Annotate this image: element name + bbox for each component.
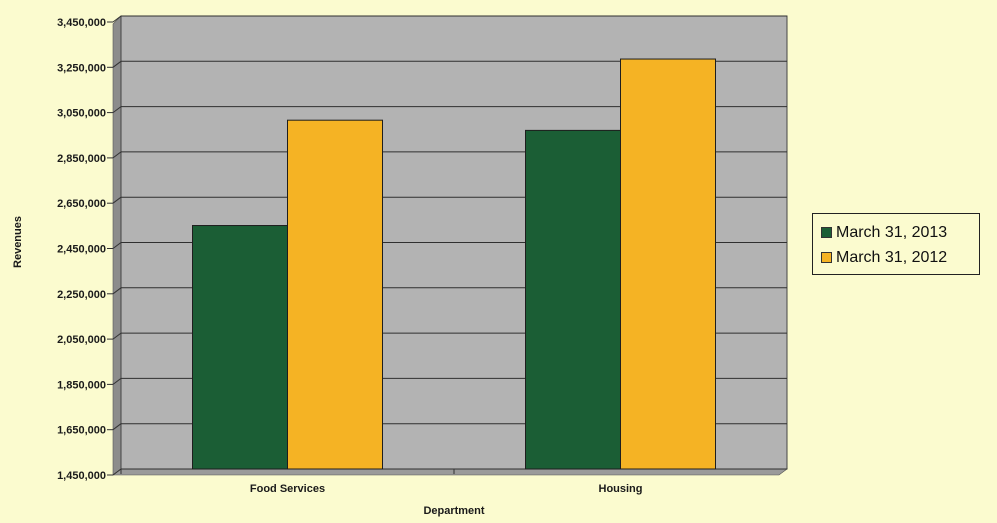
gridline-side bbox=[112, 15, 122, 23]
y-tick-label: 3,050,000 bbox=[57, 108, 106, 120]
gridline-side bbox=[112, 60, 122, 68]
y-tick-label: 3,250,000 bbox=[57, 62, 106, 74]
legend-swatch-series-2 bbox=[821, 252, 832, 263]
bar-food-services-series-2 bbox=[287, 119, 383, 470]
legend-label-series-2: March 31, 2012 bbox=[836, 248, 948, 266]
y-tick-label: 1,650,000 bbox=[57, 425, 106, 437]
gridline-side bbox=[112, 106, 122, 113]
legend-swatch-series-1 bbox=[821, 227, 832, 238]
legend-label-series-1: March 31, 2013 bbox=[836, 223, 948, 241]
gridline-side bbox=[112, 423, 122, 431]
y-tick-label: 1,850,000 bbox=[57, 379, 106, 391]
plot-area: 1,450,000 1,650,000 1,850,000 2,050,000 2,25… bbox=[57, 15, 788, 495]
chart-legend: March 31, 2013 March 31, 2012 bbox=[812, 213, 980, 275]
y-tick-label: 2,850,000 bbox=[57, 153, 106, 165]
bar-housing-series-2 bbox=[620, 58, 716, 470]
gridline-side bbox=[112, 287, 122, 295]
gridline-side bbox=[112, 332, 122, 340]
gridline-side bbox=[112, 377, 122, 385]
y-tick-label: 1,450,000 bbox=[57, 470, 106, 482]
y-axis-title: Revenues bbox=[12, 216, 24, 268]
bar-housing-series-1 bbox=[525, 129, 621, 470]
legend-item-series-2: March 31, 2012 bbox=[821, 245, 979, 270]
x-tick-label: Food Services bbox=[250, 483, 325, 495]
x-tick-label: Housing bbox=[599, 483, 643, 495]
gridline-side bbox=[112, 196, 122, 204]
plot-floor bbox=[112, 468, 788, 476]
x-axis-title: Department bbox=[423, 505, 484, 517]
gridline-side bbox=[112, 242, 122, 249]
y-tick-label: 2,050,000 bbox=[57, 334, 106, 346]
y-tick-label: 2,250,000 bbox=[57, 289, 106, 301]
y-tick-label: 3,450,000 bbox=[57, 17, 106, 29]
legend-item-series-1: March 31, 2013 bbox=[821, 220, 979, 245]
gridline-side bbox=[112, 151, 122, 159]
y-tick-label: 2,450,000 bbox=[57, 244, 106, 256]
bar-food-services-series-1 bbox=[192, 225, 288, 470]
y-tick-label: 2,650,000 bbox=[57, 198, 106, 210]
gridline-side bbox=[112, 468, 122, 476]
